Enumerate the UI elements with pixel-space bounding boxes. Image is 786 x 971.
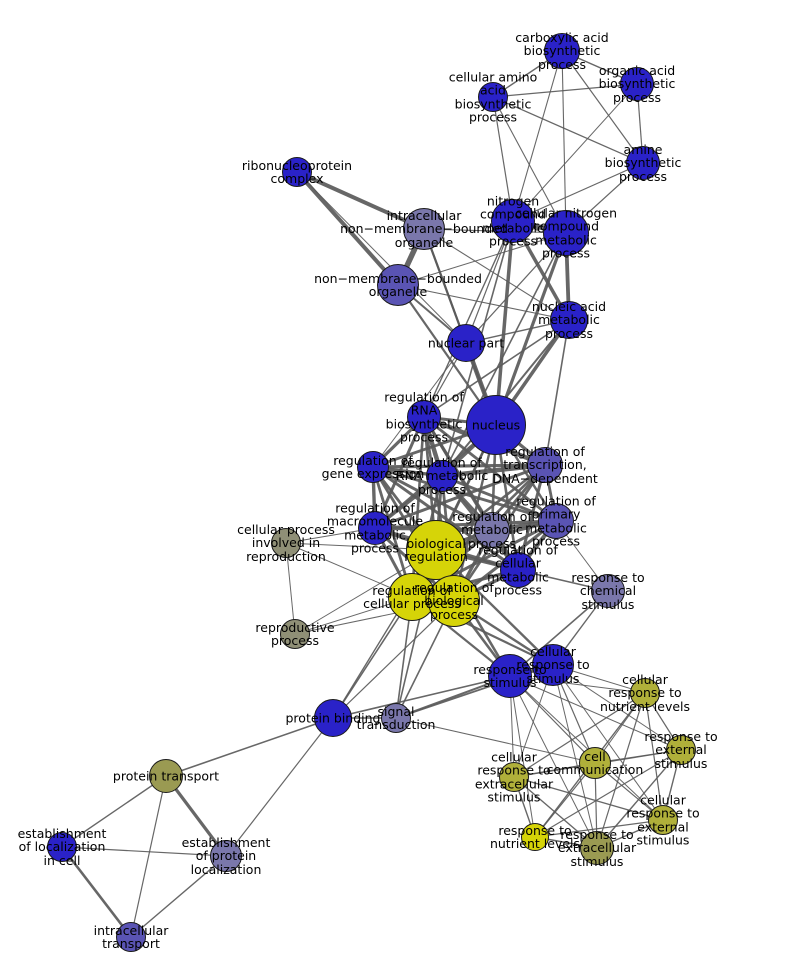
graph-node-amine-biosynthetic-process[interactable] [626,146,660,180]
graph-edge [372,465,557,523]
graph-edge [397,232,567,286]
graph-edge [552,664,598,849]
graph-node-establishment-of-localization-in-cell[interactable] [47,832,77,862]
graph-edge [60,846,133,938]
graph-node-cellular-response-to-extracellular-stimulus[interactable] [499,762,529,792]
graph-node-regulation-of-rna-metabolic-process[interactable] [426,460,458,492]
graph-edge [465,232,567,344]
graph-node-cellular-amino-acid-biosynthetic-process[interactable] [478,82,508,112]
graph-edge [492,96,567,234]
graph-node-cellular-nitrogen-compound-metabolic-process[interactable] [543,210,589,256]
graph-edge [130,775,167,938]
graph-node-regulation-of-primary-metabolic-process[interactable] [538,503,574,539]
graph-edge [552,664,682,751]
graph-node-cellular-response-to-external-stimulus[interactable] [648,805,678,835]
graph-edge [61,846,227,857]
graph-node-protein-transport[interactable] [149,759,183,793]
graph-node-response-to-external-stimulus[interactable] [666,735,696,765]
graph-edge [372,465,493,532]
graph-edge [423,220,514,418]
graph-node-ribonucleoprotein-complex[interactable] [282,157,312,187]
graph-node-regulation-of-cellular-metabolic-process[interactable] [500,552,536,588]
graph-edge [492,83,638,98]
graph-edge [423,319,570,418]
graph-node-protein-binding[interactable] [314,699,352,737]
graph-edge [397,284,570,321]
graph-edge [395,717,596,764]
graph-edge [373,416,426,529]
graph-edge [332,675,511,719]
graph-node-regulation-of-macromolecule-metabolic-process[interactable] [358,511,392,545]
graph-node-nucleic-acid-metabolic-process[interactable] [550,301,588,339]
graph-edge [494,220,515,426]
graph-node-nuclear-part[interactable] [447,324,485,362]
graph-edge [285,542,296,635]
graph-edge [561,50,567,234]
graph-node-reproductive-process[interactable] [280,619,310,649]
graph-edge [374,519,557,530]
graph-node-biological-regulation[interactable] [406,520,466,580]
graph-edge [372,463,546,469]
graph-edge [512,83,638,222]
graph-edge [509,675,536,838]
graph-node-cellular-process-involved-in-reproduction[interactable] [271,528,301,558]
graph-edge [441,474,557,523]
graph-node-non-membrane-bounded-organelle[interactable] [377,264,419,306]
graph-node-intracellular-transport[interactable] [116,922,146,952]
graph-node-carboxylic-acid-biosynthetic-process[interactable] [544,33,580,69]
graph-node-nitrogen-compound-metabolic-process[interactable] [491,199,535,243]
graph-node-cell-communication[interactable] [579,747,611,779]
graph-edge [512,50,563,222]
graph-edge [296,170,425,231]
graph-node-regulation-of-metabolic-process[interactable] [474,512,510,548]
graph-edge [295,170,400,287]
graph-node-signal-transduction[interactable] [381,703,411,733]
graph-node-regulation-of-biological-process[interactable] [428,575,480,627]
graph-edge [492,96,644,164]
graph-edge [513,692,646,778]
graph-node-cellular-response-to-nutrient-levels[interactable] [630,678,660,708]
graph-edge [534,819,664,838]
graph-edge [509,675,646,694]
graph-edge [225,717,334,857]
graph-edge [509,675,598,849]
graph-edge [561,50,644,164]
graph-node-response-to-stimulus[interactable] [488,654,532,698]
graph-edge [509,675,682,751]
graph-edge [130,855,227,938]
graph-node-regulation-of-transcription-dna-dependent[interactable] [527,447,563,483]
graph-edge [534,749,682,838]
graph-node-regulation-of-rna-biosynthetic-process[interactable] [407,400,441,434]
graph-node-establishment-of-protein-localization[interactable] [210,840,242,872]
graph-edge [165,717,334,777]
graph-node-organic-acid-biosynthetic-process[interactable] [620,67,654,101]
graph-node-response-to-nutrient-levels[interactable] [521,823,549,851]
graph-node-cellular-response-to-stimulus[interactable] [532,644,574,686]
graph-edge [512,162,644,222]
graph-edge [544,319,570,466]
graph-node-intracellular-non-membrane-bounded-organelle[interactable] [403,208,445,250]
graph-edge [596,692,646,849]
graph-edge [596,749,682,849]
graph-edge [513,776,664,821]
graph-edge [644,692,664,821]
graph-edge [296,171,467,344]
graph-node-regulation-of-gene-expression[interactable] [357,451,389,483]
graph-node-nucleus[interactable] [466,395,526,455]
graph-edge [332,600,455,719]
graph-node-response-to-extracellular-stimulus[interactable] [580,831,614,865]
graph-edge [423,228,570,321]
graph-node-response-to-chemical-stimulus[interactable] [591,574,625,608]
graph-edge [61,775,167,848]
